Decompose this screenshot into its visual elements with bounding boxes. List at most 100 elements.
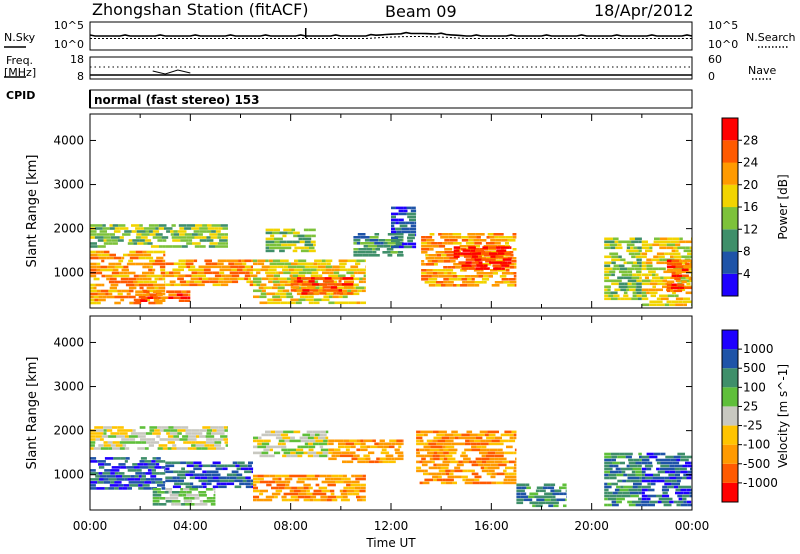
velocity-cell xyxy=(326,474,332,478)
power-cell xyxy=(276,262,285,266)
velocity-cell xyxy=(608,473,613,477)
power-cell xyxy=(173,230,178,233)
power-cell xyxy=(669,303,676,307)
power-cell xyxy=(402,254,404,257)
velocity-cell xyxy=(173,435,179,438)
velocity-cell xyxy=(224,429,228,432)
power-cell xyxy=(276,243,282,247)
velocity-cell xyxy=(622,479,627,483)
power-cell xyxy=(114,280,121,284)
power-cell xyxy=(604,279,613,283)
power-cell xyxy=(604,243,610,247)
velocity-cell xyxy=(649,455,658,459)
velocity-cell xyxy=(288,498,295,502)
power-cell xyxy=(188,293,191,296)
velocity-cell xyxy=(110,469,115,472)
power-cell xyxy=(412,245,417,249)
velocity-cell xyxy=(611,500,617,504)
velocity-cell xyxy=(516,501,524,505)
power-cell xyxy=(143,290,150,293)
power-cell xyxy=(429,281,437,284)
power-cell xyxy=(328,274,334,278)
velocity-cell xyxy=(635,461,642,465)
velocity-cell xyxy=(308,442,313,446)
power-colorbar-label: 20 xyxy=(743,178,758,192)
velocity-cell xyxy=(661,488,669,492)
power-cell xyxy=(682,259,688,263)
power-cell xyxy=(305,283,312,286)
power-cell xyxy=(652,243,659,247)
velocity-cell xyxy=(454,469,463,473)
power-cell xyxy=(250,280,254,284)
power-cell xyxy=(244,277,248,281)
power-cell xyxy=(90,233,97,236)
power-cell xyxy=(224,245,228,248)
power-cell xyxy=(359,277,363,281)
power-cell xyxy=(636,291,642,295)
velocity-cell xyxy=(259,492,264,496)
power-cell xyxy=(219,268,226,272)
velocity-cell xyxy=(433,463,437,467)
velocity-cell xyxy=(604,470,610,474)
power-cell xyxy=(318,289,323,292)
power-cell xyxy=(447,272,452,275)
power-cell xyxy=(364,259,366,263)
velocity-colorbar-segment xyxy=(722,406,738,426)
velocity-cell xyxy=(154,466,162,469)
velocity-cell xyxy=(244,470,252,474)
power-cell xyxy=(112,224,119,227)
power-cell xyxy=(690,270,692,274)
velocity-cell xyxy=(563,504,567,508)
power-cell xyxy=(462,281,466,284)
velocity-cell xyxy=(362,474,366,478)
power-cell xyxy=(280,295,287,299)
velocity-cell xyxy=(507,478,511,482)
velocity-cell xyxy=(155,460,164,463)
velocity-cell xyxy=(284,439,290,443)
power-cell xyxy=(329,271,334,275)
velocity-cell xyxy=(104,469,111,472)
power-cell xyxy=(399,233,404,236)
velocity-cell xyxy=(604,467,613,471)
velocity-cell xyxy=(183,500,192,503)
power-cell xyxy=(248,277,251,281)
power-cell xyxy=(218,227,223,230)
velocity-cell xyxy=(545,501,554,505)
power-cell xyxy=(101,259,105,263)
power-cell xyxy=(436,281,444,284)
power-cell xyxy=(121,268,129,272)
velocity-cell xyxy=(310,433,315,437)
velocity-cell xyxy=(645,476,653,480)
power-blob xyxy=(135,290,191,302)
power-cell xyxy=(635,255,641,259)
velocity-cell xyxy=(116,478,125,481)
power-cell xyxy=(641,273,649,277)
velocity-cell xyxy=(179,476,186,480)
velocity-cell xyxy=(300,445,309,449)
power-cell xyxy=(277,265,284,269)
velocity-cell xyxy=(348,486,355,490)
power-cell xyxy=(604,288,608,292)
power-cell xyxy=(90,289,97,293)
power-cell xyxy=(618,264,625,268)
velocity-cell xyxy=(284,477,293,481)
velocity-cell xyxy=(447,475,455,479)
velocity-cell xyxy=(185,485,192,489)
velocity-cell xyxy=(189,476,195,480)
velocity-cell xyxy=(442,445,446,449)
velocity-cell xyxy=(494,457,499,461)
velocity-cell xyxy=(439,454,446,458)
power-cell xyxy=(199,227,208,230)
velocity-cell xyxy=(187,447,193,450)
power-cell xyxy=(147,242,153,245)
power-cell xyxy=(155,227,159,230)
power-colorbar-segment xyxy=(722,162,738,185)
velocity-cell xyxy=(130,432,138,435)
velocity-cell xyxy=(450,469,455,473)
power-cell xyxy=(617,276,624,280)
power-cell xyxy=(675,279,681,283)
power-cell xyxy=(144,227,150,230)
velocity-cell xyxy=(142,484,150,487)
power-cell xyxy=(514,266,517,269)
velocity-cell xyxy=(616,485,621,489)
